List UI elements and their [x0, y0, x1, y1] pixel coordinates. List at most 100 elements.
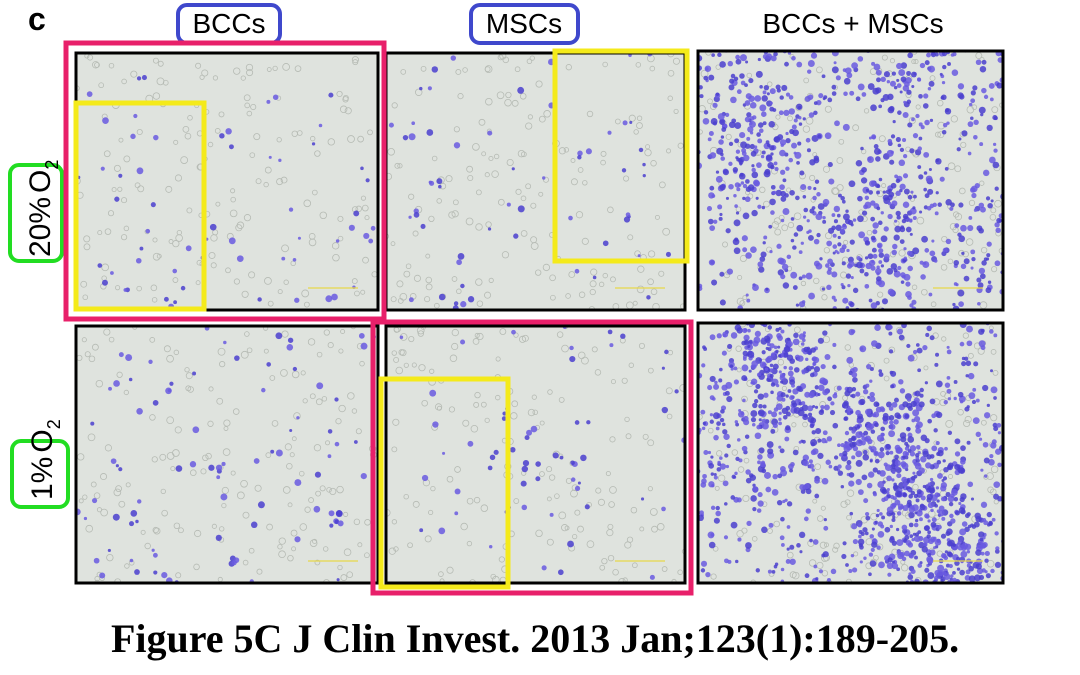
- cell: [577, 150, 583, 157]
- cell: [780, 543, 785, 547]
- cell: [796, 224, 804, 232]
- pore: [484, 291, 492, 299]
- cell: [927, 552, 932, 557]
- cell: [522, 460, 530, 467]
- cell: [703, 449, 709, 455]
- cell: [868, 471, 875, 478]
- pore: [166, 354, 174, 363]
- cell: [808, 112, 815, 118]
- pore: [149, 414, 156, 421]
- pore: [817, 515, 824, 522]
- cell: [896, 473, 902, 479]
- pore: [836, 157, 844, 164]
- cell: [727, 559, 732, 564]
- cell: [698, 85, 703, 90]
- cell: [175, 465, 183, 472]
- pore: [989, 488, 997, 496]
- cell: [741, 364, 749, 372]
- cell: [720, 156, 726, 161]
- pore: [934, 131, 941, 138]
- cell: [828, 464, 833, 469]
- cell: [757, 409, 765, 417]
- pore: [787, 221, 795, 229]
- cell: [530, 425, 538, 433]
- cell: [408, 215, 412, 219]
- pore: [282, 486, 291, 494]
- cell: [957, 539, 962, 545]
- pore: [353, 518, 361, 526]
- cell: [882, 194, 889, 201]
- pore: [529, 55, 535, 61]
- cell: [737, 411, 745, 418]
- cell: [800, 342, 805, 346]
- cell: [818, 569, 824, 574]
- cell: [965, 360, 972, 367]
- cell: [915, 498, 920, 503]
- pore: [599, 564, 606, 571]
- cell: [961, 130, 968, 137]
- cell: [91, 497, 98, 504]
- cell: [714, 380, 718, 385]
- cell: [453, 142, 461, 149]
- pore: [963, 419, 971, 428]
- pore: [87, 433, 96, 442]
- cell: [570, 460, 575, 465]
- cell: [623, 216, 631, 223]
- cell: [867, 83, 875, 90]
- cell: [740, 181, 745, 185]
- cell: [607, 329, 613, 335]
- cell: [919, 504, 926, 511]
- micrograph: [384, 324, 687, 585]
- cell: [727, 343, 733, 349]
- cell: [292, 258, 297, 262]
- cell: [460, 339, 466, 345]
- highlight-box: [63, 40, 387, 322]
- cell: [903, 256, 908, 260]
- cell: [878, 561, 885, 569]
- pore: [565, 293, 571, 299]
- cell: [888, 331, 893, 336]
- cell: [976, 225, 983, 232]
- cell: [868, 136, 872, 140]
- cell: [709, 413, 714, 417]
- cell: [982, 384, 989, 392]
- pore: [609, 436, 616, 443]
- cell: [927, 188, 934, 195]
- pore: [287, 502, 293, 508]
- cell: [926, 487, 932, 493]
- cell: [877, 521, 883, 527]
- cell: [360, 342, 368, 350]
- cell: [902, 201, 910, 209]
- cell: [925, 514, 930, 519]
- cell: [955, 483, 960, 488]
- cell: [980, 328, 985, 333]
- cell: [574, 485, 581, 492]
- cell: [881, 298, 889, 305]
- cell: [937, 570, 944, 577]
- cell: [827, 227, 835, 234]
- cell: [622, 120, 628, 126]
- cell: [771, 569, 776, 574]
- pore: [823, 542, 829, 548]
- pore: [743, 457, 750, 464]
- pore: [267, 300, 274, 307]
- cell: [833, 219, 839, 224]
- cell: [934, 362, 939, 367]
- cell: [793, 232, 799, 237]
- pore: [111, 187, 117, 193]
- cell: [728, 141, 734, 147]
- cell: [893, 419, 899, 425]
- cell: [700, 568, 706, 573]
- pore: [568, 271, 576, 278]
- pore: [393, 356, 400, 363]
- cell: [791, 55, 796, 61]
- pore: [256, 568, 263, 575]
- pore: [649, 508, 658, 516]
- pore: [223, 419, 231, 427]
- cell: [898, 334, 905, 341]
- cell: [942, 122, 948, 128]
- cell: [980, 501, 988, 508]
- cell: [927, 572, 935, 579]
- cell: [994, 186, 999, 191]
- cell: [733, 219, 741, 227]
